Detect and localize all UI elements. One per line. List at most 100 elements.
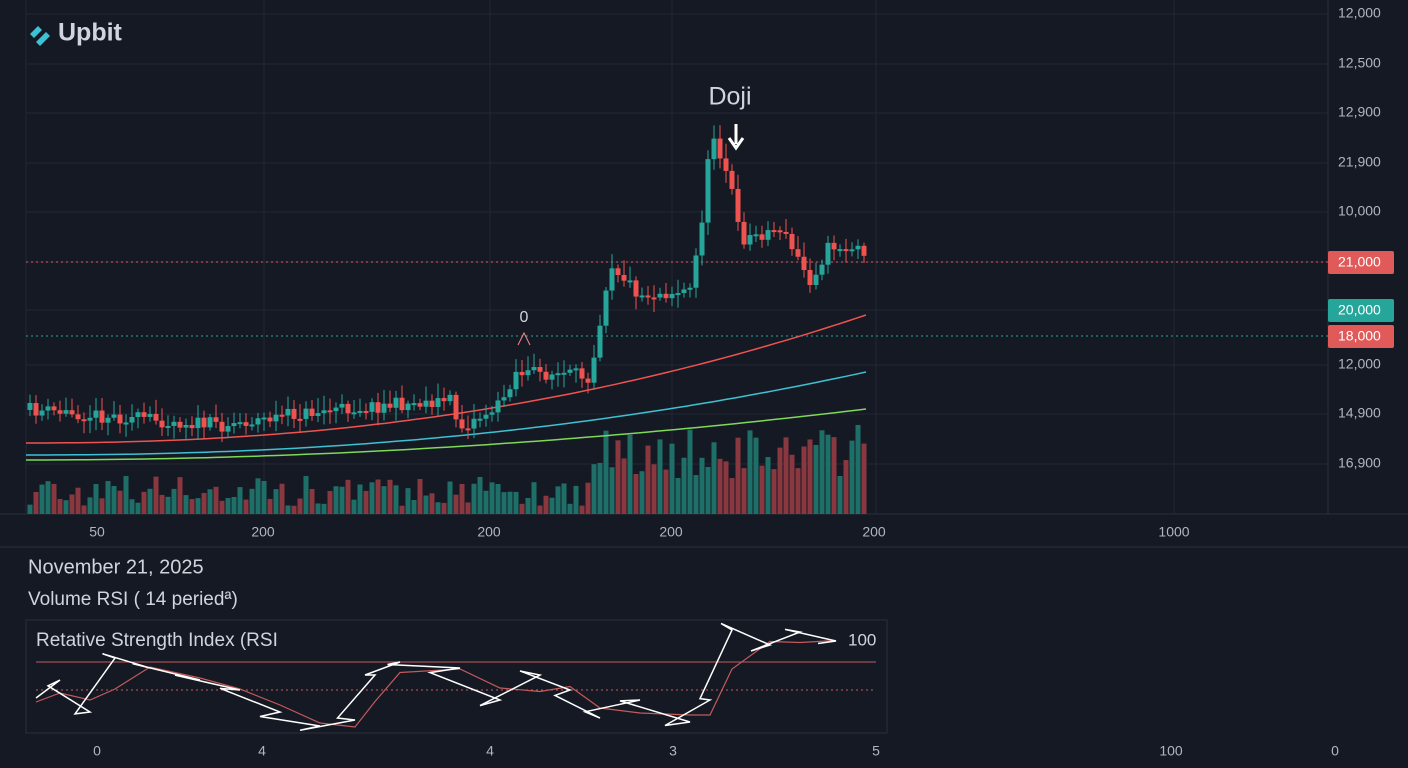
candle xyxy=(321,410,327,414)
volume-bar xyxy=(573,485,579,514)
candle xyxy=(225,426,231,432)
doji-label: Doji xyxy=(708,83,751,111)
rsi-signal xyxy=(35,639,837,728)
candle xyxy=(609,268,615,291)
volume-bar xyxy=(165,496,171,514)
volume-bar xyxy=(447,481,453,514)
volume-bar xyxy=(861,443,867,514)
candle xyxy=(453,394,459,420)
volume-bar xyxy=(63,500,69,514)
candle xyxy=(855,245,861,250)
candle xyxy=(603,290,609,326)
candle xyxy=(363,410,369,413)
price-label: 12,000 xyxy=(1338,5,1381,21)
candle xyxy=(831,242,837,250)
candle xyxy=(861,245,867,256)
candle xyxy=(651,297,657,300)
volume-bar xyxy=(153,476,159,514)
volume-bar xyxy=(759,465,765,514)
rsi-lines xyxy=(35,622,837,731)
candle xyxy=(759,234,765,240)
ma-red xyxy=(26,314,867,444)
volume-bar xyxy=(753,437,759,514)
volume-bar xyxy=(459,483,465,514)
volume-bar xyxy=(783,437,789,514)
candle xyxy=(477,418,483,421)
volume-bar xyxy=(633,473,639,514)
time-axis: 50 200 200 200 200 1000 xyxy=(89,524,1190,540)
candle xyxy=(501,397,507,401)
candle xyxy=(837,249,843,252)
candle xyxy=(843,249,849,252)
price-badges: 21,000 20,000 18,000 xyxy=(1328,251,1394,348)
candle xyxy=(513,371,519,390)
volume-bar xyxy=(825,434,831,514)
volume-bar xyxy=(117,490,123,514)
candle xyxy=(459,419,465,429)
rsi-level: 100 xyxy=(848,630,876,649)
volume-bar xyxy=(237,487,243,514)
zero-marker xyxy=(517,331,531,346)
candle xyxy=(705,159,711,223)
candle xyxy=(315,413,321,416)
candle xyxy=(183,424,189,428)
volume-bar xyxy=(93,484,99,514)
candle xyxy=(429,400,435,407)
badge-label: 21,000 xyxy=(1338,254,1381,270)
volume-bar xyxy=(81,505,87,514)
volume-bar xyxy=(297,498,303,514)
candle xyxy=(483,414,489,419)
badge-bg xyxy=(1328,251,1394,274)
volume-bar xyxy=(351,499,357,514)
volume-bar xyxy=(87,497,93,514)
volume-bar xyxy=(219,500,225,514)
rsi-axis-label: 3 xyxy=(669,743,677,759)
time-label: 200 xyxy=(477,524,501,540)
zero-label: 0 xyxy=(520,309,529,326)
volume-bar xyxy=(591,464,597,514)
volume-bar xyxy=(699,457,705,514)
volume-bar xyxy=(267,498,273,514)
volume-bar xyxy=(855,424,861,514)
candle xyxy=(747,235,753,245)
volume-bar xyxy=(231,496,237,514)
candle xyxy=(549,374,555,380)
candle xyxy=(465,428,471,431)
rsi-axis-label: 100 xyxy=(1159,743,1183,759)
candle xyxy=(357,410,363,413)
candle xyxy=(633,280,639,297)
volume-bar xyxy=(177,477,183,514)
volume-bar xyxy=(687,429,693,514)
volume-bar xyxy=(207,489,213,514)
volume-bar xyxy=(561,483,567,514)
volume-bar xyxy=(147,488,153,514)
volume-bar xyxy=(507,491,513,514)
volume-bar xyxy=(693,475,699,514)
candle xyxy=(519,371,525,376)
candle xyxy=(123,422,129,425)
rsi-axis: 0 4 4 3 5 100 0 xyxy=(93,743,1339,759)
volume-bar xyxy=(39,484,45,514)
candle xyxy=(573,368,579,371)
candle xyxy=(111,414,117,418)
logo-text: Upbit xyxy=(58,19,123,47)
volume-bar xyxy=(741,468,747,514)
volume-bar xyxy=(99,498,105,514)
indicator-title: Volume RSI ( 14 periedª) xyxy=(28,589,238,610)
candle xyxy=(231,423,237,427)
candle xyxy=(105,417,111,423)
price-axis: 12,000 12,500 12,900 21,900 10,000 12,000 14,9… xyxy=(1338,5,1381,471)
candle xyxy=(471,418,477,429)
candle xyxy=(129,417,135,423)
candle xyxy=(411,403,417,406)
candle xyxy=(177,421,183,428)
candle xyxy=(687,287,693,290)
volume-bar xyxy=(747,430,753,514)
volume-bar xyxy=(183,495,189,514)
doji-arrow xyxy=(727,124,745,151)
volume-bar xyxy=(435,502,441,514)
volume-bar xyxy=(789,454,795,514)
candle xyxy=(621,275,627,281)
volume-bar xyxy=(765,456,771,514)
volume-bar xyxy=(801,446,807,514)
